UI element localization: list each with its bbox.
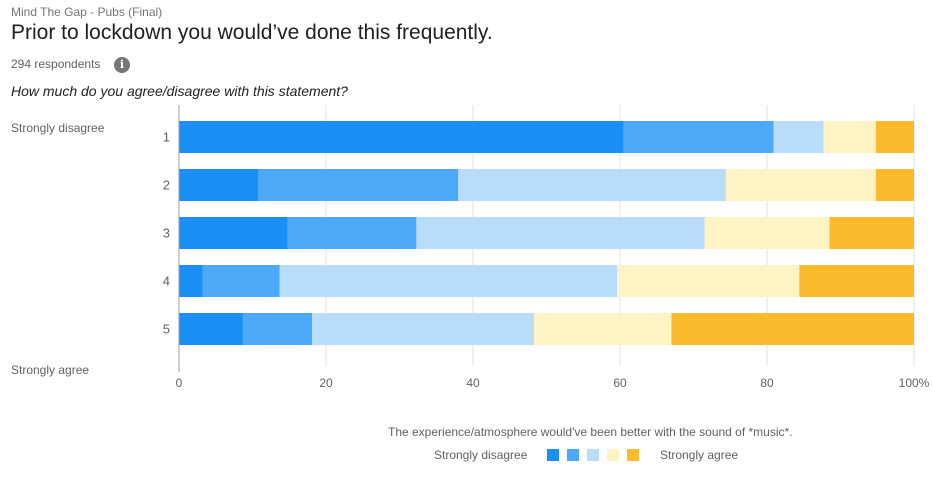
legend-swatch-4 [607, 449, 619, 461]
legend-swatch-2 [567, 449, 579, 461]
x-tick-label: 80 [760, 376, 774, 390]
bar-segment-row5-level3 [312, 313, 535, 345]
stacked-bar-chart: 0 20 40 60 80 100% 1 2 3 4 5 [163, 105, 930, 390]
bar-segment-row4-level4 [617, 265, 800, 297]
bar-segment-row2-level1 [179, 169, 259, 201]
chart-caption: The experience/atmosphere would've been … [388, 425, 793, 439]
respondent-count: 294 respondents [11, 57, 101, 71]
bar-segment-row1-level4 [823, 121, 876, 153]
bar-segment-row1-level2 [623, 121, 774, 153]
y-category-label: 1 [163, 130, 170, 145]
x-tick-label: 0 [176, 376, 183, 390]
bar-segment-row2-level2 [258, 169, 459, 201]
bar-segment-row3-level5 [829, 217, 914, 249]
bar-segment-row1-level5 [875, 121, 914, 153]
x-tick-label: 100% [899, 376, 930, 390]
bar-segment-row5-level2 [242, 313, 313, 345]
bar-segment-row4-level1 [179, 265, 203, 297]
bar-segment-row1-level3 [773, 121, 824, 153]
bar-segment-row3-level1 [179, 217, 288, 249]
bar-segment-row2-level5 [875, 169, 914, 201]
bar-segment-row2-level4 [725, 169, 876, 201]
legend-left-label: Strongly disagree [434, 448, 528, 462]
bar-segment-row3-level4 [704, 217, 830, 249]
legend-swatch-5 [627, 449, 639, 461]
bar-segment-row4-level3 [279, 265, 618, 297]
bar-segment-row3-level2 [287, 217, 417, 249]
y-category-label: 4 [163, 274, 170, 289]
question-text: How much do you agree/disagree with this… [11, 83, 348, 99]
bar-segment-row5-level5 [671, 313, 914, 345]
bar-segment-row2-level3 [458, 169, 726, 201]
bar-segment-row5-level4 [534, 313, 672, 345]
x-tick-label: 60 [613, 376, 627, 390]
y-category-label: 3 [163, 226, 170, 241]
bar-segment-row5-level1 [179, 313, 243, 345]
survey-name: Mind The Gap - Pubs (Final) [11, 5, 163, 19]
strongly-agree-label: Strongly agree [11, 363, 90, 377]
legend-right-label: Strongly agree [660, 448, 739, 462]
legend-swatch-1 [547, 449, 559, 461]
legend-swatch-3 [587, 449, 599, 461]
bar-segment-row4-level2 [202, 265, 280, 297]
info-icon[interactable]: i [114, 57, 130, 73]
bar-segment-row4-level5 [799, 265, 914, 297]
strongly-disagree-label: Strongly disagree [11, 121, 105, 135]
y-category-label: 5 [163, 322, 170, 337]
bar-segment-row1-level1 [179, 121, 624, 153]
x-tick-label: 20 [319, 376, 333, 390]
page-title: Prior to lockdown you would’ve done this… [11, 21, 493, 44]
y-category-label: 2 [163, 178, 170, 193]
x-tick-label: 40 [466, 376, 480, 390]
bar-segment-row3-level3 [416, 217, 705, 249]
